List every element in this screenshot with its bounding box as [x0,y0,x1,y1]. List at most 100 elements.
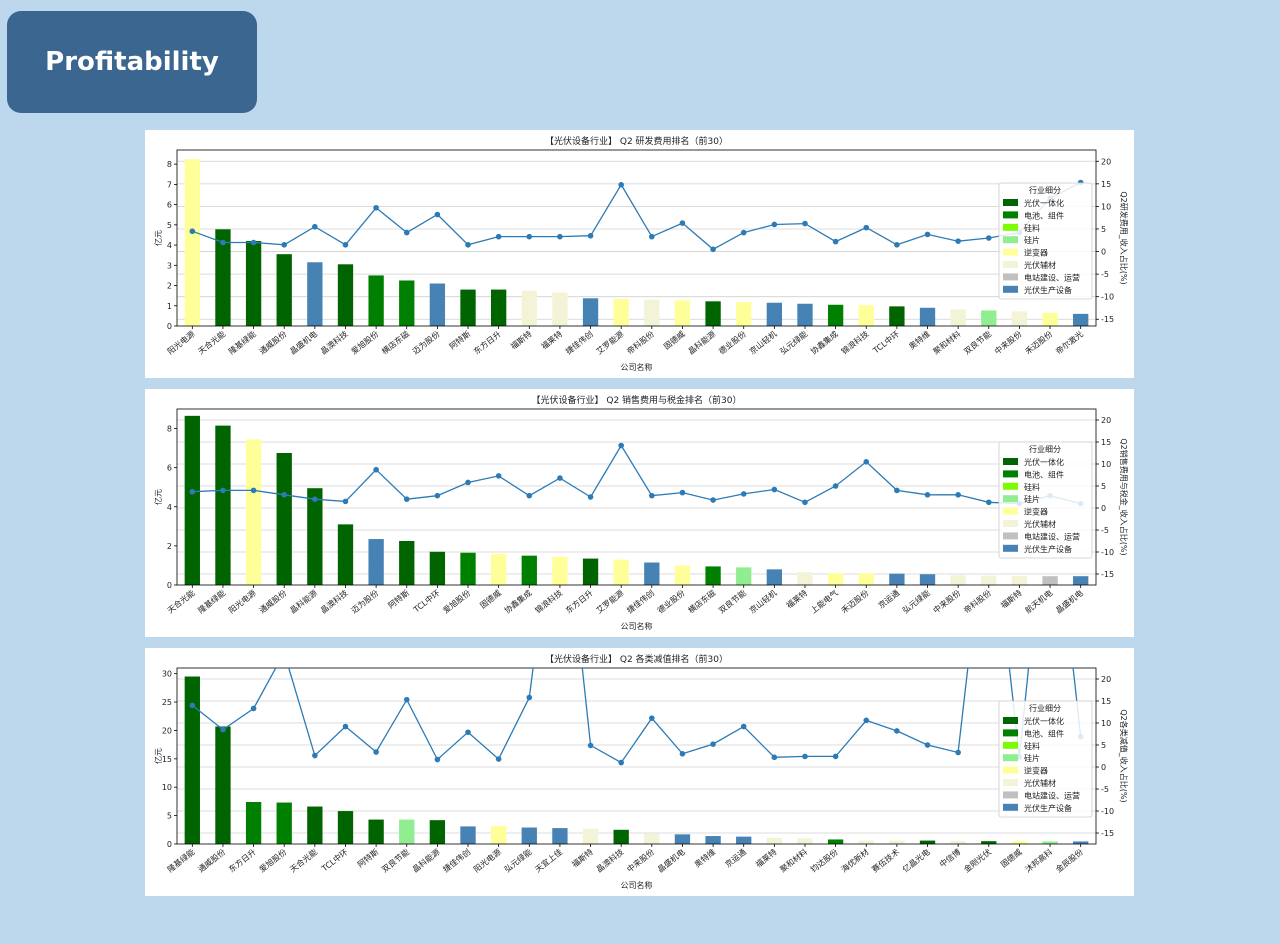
bar [368,539,384,585]
x-tick-label: 晶盛机电 [655,847,686,875]
x-tick-label: 京运通 [723,847,748,870]
ratio-point [189,228,196,235]
section-title-box: Profitability [7,11,257,113]
y-tick-label: 3 [167,261,172,270]
x-tick-label: 奥特维 [907,329,932,352]
ratio-point [495,473,502,479]
legend-swatch [1003,236,1018,244]
ratio-series [189,442,1084,507]
x-tick-label: 锦浪科技 [533,588,564,616]
legend-label: 电池、组件 [1024,210,1064,220]
x-tick-label: TCL中环 [319,847,350,874]
bar [797,838,813,844]
bar [215,425,231,585]
x-tick-label: 晶科能源 [410,847,441,875]
x-tick-label: 德业股份 [717,329,748,357]
ratio-series [189,668,1084,766]
ratio-point [342,498,349,505]
ratio-point [495,756,502,762]
ratio-point [679,220,686,226]
x-tick-label: 隆基绿能 [196,588,227,616]
legend-swatch [1003,199,1018,206]
ratio-point [894,241,900,248]
bar [1073,841,1089,844]
y2-tick-label: -15 [1101,829,1114,838]
y-tick-label: 2 [167,282,172,291]
bar [644,562,660,585]
chart-title: 【光伏设备行业】 Q2 研发费用排名（前30） [545,135,728,147]
bar [858,573,874,585]
bar [245,439,262,585]
y2-tick-label: -15 [1101,570,1114,579]
y2-tick-label: -10 [1101,293,1114,302]
y-tick-label: 5 [167,812,172,821]
ratio-point [955,238,961,244]
x-tick-label: 隆基绿能 [226,329,257,357]
legend-swatch [1003,520,1018,527]
bar [613,559,629,585]
y-tick-label: 30 [162,670,172,679]
ratio-point [557,233,563,240]
legend-label: 逆变器 [1024,248,1048,258]
legend-swatch [1003,717,1018,724]
bar [1042,841,1058,844]
x-tick-label: 福斯特 [999,588,1024,611]
bar [674,565,691,585]
x-tick-label: 协鑫集成 [502,588,533,616]
ratio-point [955,749,961,756]
ratio-line [192,181,1081,251]
legend-swatch [1003,458,1018,465]
y-tick-label: 5 [167,221,172,230]
legend-swatch [1003,741,1018,749]
plot-frame [176,149,1097,327]
y-tick-label: 20 [162,726,172,735]
legend-swatch [1003,532,1018,540]
bar [337,811,354,844]
x-tick-label: 双良节能 [380,847,411,875]
ratio-point [526,233,533,240]
bar [858,840,874,844]
bar [919,840,936,844]
legend-label: 电站建设、运营 [1024,790,1080,800]
x-tick-label: 晶盛机电 [1054,588,1085,616]
ratio-point [618,442,624,449]
ratio-point [557,475,563,481]
x-tick-label: 钧达股份 [808,847,839,875]
ratio-point [250,705,257,712]
ratio-point [802,220,808,227]
legend-swatch [1003,803,1018,811]
legend-label: 硅片 [1024,753,1040,763]
y-tick-label: 6 [167,201,172,210]
ratio-point [832,483,839,489]
ratio-point [802,499,808,506]
bar [276,453,292,585]
bar [429,283,446,326]
x-tick-label: 阿特斯 [355,847,380,870]
ratio-point [832,753,839,760]
ratio-point [373,204,379,211]
chart-sales-expense: 【光伏设备行业】 Q2 销售费用与税金排名（前30） 0 2 4 6 8 -15 -10 -5 0… [153,394,1129,631]
y2-tick-label: 5 [1101,225,1106,234]
ratio-point [832,238,839,245]
x-tick-label: 捷佳伟创 [441,847,472,875]
bar [674,834,691,844]
legend-label: 电站建设、运营 [1024,272,1080,282]
ratio-point [220,487,226,494]
x-tick-label: 阿特斯 [386,588,411,611]
bar [184,415,200,585]
ratio-point [220,726,226,733]
bar [1042,576,1058,585]
bar [736,302,752,326]
bar [552,556,568,585]
x-tick-label: 海优新材 [839,847,870,875]
legend-box [998,441,1093,559]
bar [490,289,507,326]
plot-frame [176,408,1097,586]
ratio-line [192,444,1081,505]
x-tick-label: TCL中环 [870,329,901,356]
y-tick-label: 0 [167,581,172,590]
ratio-point [740,229,747,236]
legend-label: 逆变器 [1024,507,1048,517]
x-tick-label: 帝尔激光 [1054,329,1085,357]
x-tick-label: 德业股份 [655,588,686,616]
